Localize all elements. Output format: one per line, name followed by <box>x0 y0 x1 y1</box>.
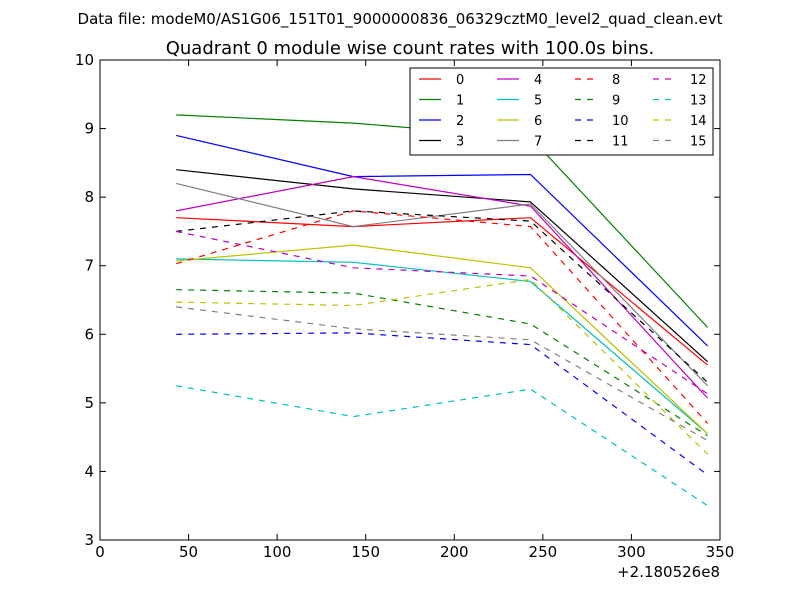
legend-label-5: 5 <box>534 94 542 109</box>
x-axis-offset-label: +2.180526e8 <box>617 563 720 581</box>
x-tick-label: 300 <box>617 543 646 561</box>
x-tick-label: 50 <box>179 543 198 561</box>
y-tick-label: 10 <box>75 51 94 69</box>
x-tick-label: 250 <box>529 543 558 561</box>
series-line-6 <box>176 244 709 435</box>
legend-label-0: 0 <box>456 73 464 88</box>
legend-label-8: 8 <box>612 73 620 88</box>
y-tick-label: 7 <box>84 257 94 275</box>
axes-frame <box>99 59 721 541</box>
legend-label-11: 11 <box>612 135 629 150</box>
y-tick-label: 3 <box>84 531 94 549</box>
legend-label-12: 12 <box>690 73 707 88</box>
legend-label-13: 13 <box>690 94 707 109</box>
series-line-8 <box>176 210 709 424</box>
series-line-12 <box>176 230 708 395</box>
y-tick-label: 8 <box>84 188 94 206</box>
series-line-9 <box>176 289 708 437</box>
x-tick-label: 0 <box>95 543 105 561</box>
legend-label-9: 9 <box>612 94 620 109</box>
legend-label-6: 6 <box>534 114 542 129</box>
chart-title: Quadrant 0 module wise count rates with … <box>166 38 655 59</box>
series-line-13 <box>176 385 708 507</box>
x-tick-label: 350 <box>706 543 735 561</box>
series-line-15 <box>176 306 708 442</box>
legend-label-3: 3 <box>456 135 464 150</box>
series-line-4 <box>176 175 709 399</box>
series-line-7 <box>176 182 709 387</box>
series-line-11 <box>176 210 709 383</box>
figure-suptitle: Data file: modeM0/AS1G06_151T01_90000008… <box>78 10 723 29</box>
legend-box <box>409 67 714 156</box>
y-tick-label: 4 <box>84 462 94 480</box>
legend-label-4: 4 <box>534 73 542 88</box>
legend-label-1: 1 <box>456 94 464 109</box>
legend-label-14: 14 <box>690 114 707 129</box>
x-tick-label: 100 <box>263 543 292 561</box>
series-line-10 <box>176 332 708 476</box>
series-line-3 <box>176 169 709 363</box>
series-line-2 <box>176 134 709 347</box>
legend-label-15: 15 <box>690 135 707 150</box>
series-line-14 <box>176 278 709 455</box>
legend-label-7: 7 <box>534 135 542 150</box>
y-tick-label: 9 <box>84 120 94 138</box>
legend-label-10: 10 <box>612 114 629 129</box>
series-layer <box>176 114 709 507</box>
x-tick-label: 200 <box>440 543 469 561</box>
y-tick-label: 6 <box>84 325 94 343</box>
legend-label-2: 2 <box>456 114 464 129</box>
x-tick-label: 150 <box>351 543 380 561</box>
y-tick-label: 5 <box>84 394 94 412</box>
series-line-0 <box>176 217 708 366</box>
